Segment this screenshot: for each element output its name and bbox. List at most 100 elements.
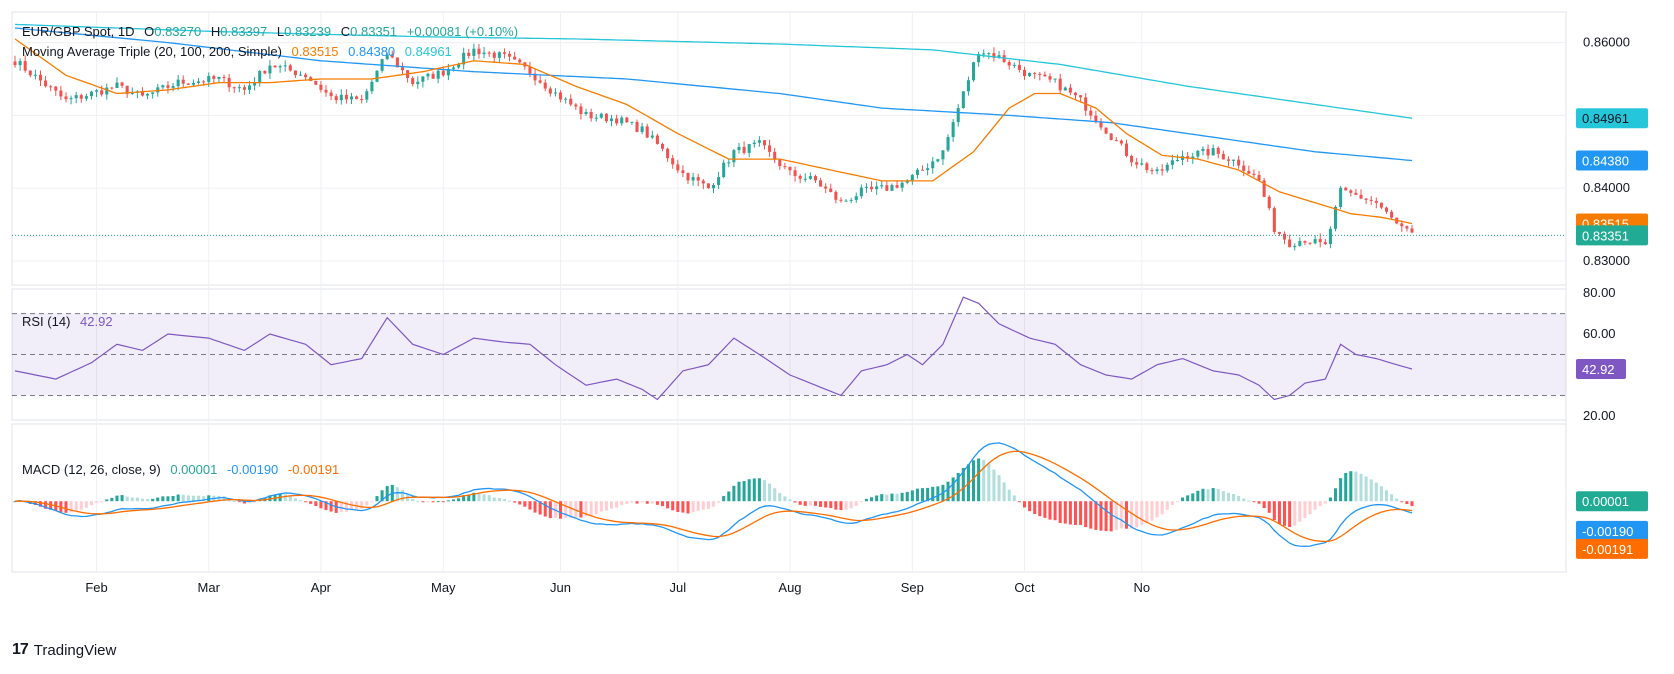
candle-body bbox=[171, 86, 175, 88]
candle-body bbox=[1012, 64, 1016, 66]
candle-body bbox=[859, 187, 863, 197]
ma20-line bbox=[14, 38, 1413, 225]
macd-hist-bar bbox=[1237, 496, 1241, 502]
candle-body bbox=[706, 183, 710, 189]
macd-hist-bar bbox=[885, 494, 889, 502]
candle-body bbox=[293, 70, 297, 76]
candle-body bbox=[589, 112, 593, 119]
candle-body bbox=[375, 70, 379, 82]
candle-body bbox=[446, 68, 450, 76]
macd-hist-bar bbox=[314, 501, 318, 506]
candle-body bbox=[895, 185, 899, 188]
candle-body bbox=[900, 182, 904, 188]
candle-body bbox=[1145, 163, 1149, 171]
macd-hist-bar bbox=[232, 501, 236, 503]
macd-hist-bar bbox=[604, 501, 608, 511]
macd-legend: MACD (12, 26, close, 9) 0.00001 -0.00190… bbox=[22, 462, 345, 477]
macd-hist-bar bbox=[987, 463, 991, 502]
candle-body bbox=[1390, 211, 1394, 218]
low-value: 0.83239 bbox=[284, 24, 332, 39]
macd-hist-bar bbox=[64, 501, 68, 513]
macd-hist-bar bbox=[1099, 501, 1103, 531]
macd-hist-bar bbox=[880, 494, 884, 502]
candle-body bbox=[956, 108, 960, 123]
macd-hist-bar bbox=[1094, 501, 1098, 530]
x-tick-label: Jun bbox=[550, 580, 571, 595]
candle-body bbox=[890, 185, 894, 191]
macd-hist-bar bbox=[676, 501, 680, 512]
macd-hist-bar bbox=[1017, 501, 1021, 503]
candle-body bbox=[365, 91, 369, 100]
macd-hist-bar bbox=[1293, 501, 1297, 526]
candle-body bbox=[115, 82, 119, 88]
candle-body bbox=[1369, 199, 1373, 201]
macd-hist-bar bbox=[1109, 501, 1113, 532]
macd-hist-bar bbox=[1242, 498, 1246, 502]
macd-hist-bar bbox=[441, 501, 445, 503]
macd-hist-bar bbox=[482, 494, 486, 502]
macd-hist-bar bbox=[773, 488, 777, 502]
macd-hist-bar bbox=[288, 495, 292, 502]
symbol-legend: EUR/GBP Spot, 1D O0.83270 H0.83397 L0.83… bbox=[22, 24, 524, 39]
candle-body bbox=[242, 87, 246, 90]
macd-hist-bar bbox=[79, 501, 83, 510]
tradingview-logo[interactable]: 17 TradingView bbox=[12, 641, 116, 659]
macd-hist-bar bbox=[508, 500, 512, 502]
candle-body bbox=[263, 71, 267, 74]
candle-body bbox=[1252, 173, 1256, 176]
candle-body bbox=[191, 83, 195, 85]
candle-body bbox=[798, 175, 802, 179]
candle-body bbox=[28, 70, 32, 76]
close-value: 0.83351 bbox=[350, 24, 398, 39]
macd-hist-bar bbox=[538, 501, 542, 515]
macd-hist-bar bbox=[910, 490, 914, 502]
candle-body bbox=[1063, 87, 1067, 91]
macd-hist-bar bbox=[921, 488, 925, 502]
macd-hist-bar bbox=[824, 501, 828, 508]
macd-hist-bar bbox=[936, 486, 940, 502]
macd-hist-bar bbox=[1038, 501, 1042, 517]
candle-body bbox=[768, 145, 772, 152]
macd-hist-bar bbox=[242, 501, 246, 504]
candle-body bbox=[885, 185, 889, 191]
macd-hist-bar bbox=[722, 496, 726, 502]
candle-body bbox=[89, 91, 94, 97]
macd-hist-bar bbox=[1048, 501, 1052, 520]
macd-hist-bar bbox=[298, 500, 303, 502]
macd-hist-bar bbox=[166, 496, 170, 502]
macd-hist-bar bbox=[1124, 501, 1129, 529]
candle-body bbox=[803, 178, 807, 180]
change-value: +0.00081 (+0.10%) bbox=[406, 24, 519, 39]
macd-hist-bar bbox=[732, 485, 736, 502]
macd-hist-bar bbox=[620, 501, 624, 506]
candle-body bbox=[1216, 148, 1220, 154]
macd-hist-bar bbox=[1349, 471, 1353, 502]
candle-body bbox=[880, 185, 884, 187]
candle-body bbox=[278, 66, 282, 68]
candle-body bbox=[711, 184, 716, 189]
close-label: C bbox=[340, 24, 351, 39]
candle-body bbox=[793, 170, 797, 176]
candle-body bbox=[344, 94, 348, 100]
candle-body bbox=[972, 62, 976, 81]
macd-hist-bar bbox=[1073, 501, 1078, 525]
candle-body bbox=[926, 168, 930, 171]
rsi-legend: RSI (14) 42.92 bbox=[22, 314, 119, 329]
candle-body bbox=[186, 83, 190, 85]
candle-body bbox=[1114, 140, 1118, 142]
macd-hist-bar bbox=[900, 492, 904, 502]
x-tick-label: Jul bbox=[669, 580, 686, 595]
candle-body bbox=[1410, 228, 1414, 233]
macd-hist-bar bbox=[344, 501, 348, 512]
candle-body bbox=[23, 61, 27, 71]
macd-hist-bar bbox=[89, 501, 94, 506]
candle-body bbox=[1104, 127, 1108, 134]
candle-body bbox=[467, 52, 471, 56]
candle-body bbox=[1053, 78, 1057, 80]
macd-hist-bar bbox=[186, 495, 190, 502]
macd-legend-name: MACD (12, 26, close, 9) bbox=[22, 462, 161, 477]
macd-hist-bar bbox=[360, 501, 364, 509]
candle-body bbox=[528, 66, 532, 74]
candle-body bbox=[824, 186, 828, 189]
